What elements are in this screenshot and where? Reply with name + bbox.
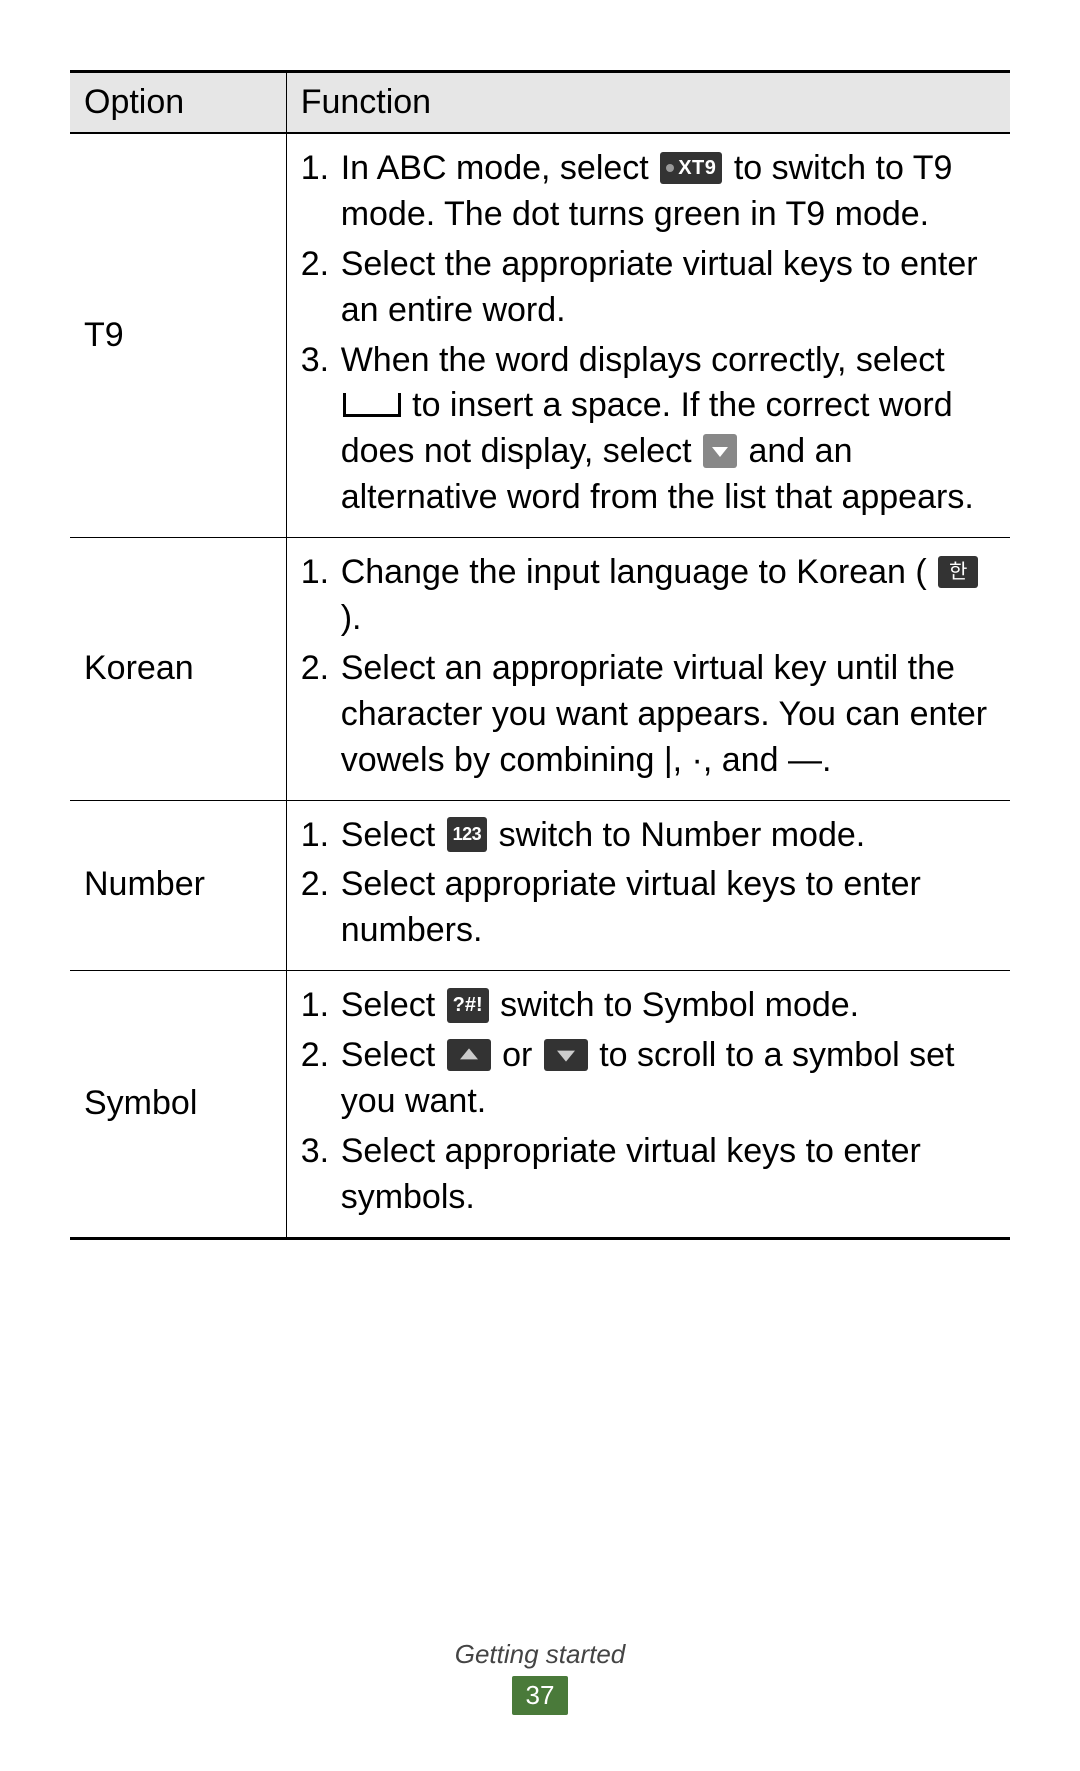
table-header-row: Option Function [70, 72, 1010, 134]
col-option: Option [70, 72, 286, 134]
t9-function: 1. In ABC mode, select XT9 to switch to … [286, 133, 1010, 538]
col-function: Function [286, 72, 1010, 134]
t9-step2: 2. Select the appropriate virtual keys t… [301, 242, 996, 334]
page-content: Option Function T9 1. In ABC mode, selec… [0, 0, 1080, 1240]
t9-step1: 1. In ABC mode, select XT9 to switch to … [301, 146, 996, 238]
space-icon [343, 393, 401, 417]
symbol-step1: 1. Select ?#! switch to Symbol mode. [301, 983, 996, 1029]
symbol-function: 1. Select ?#! switch to Symbol mode. 2. … [286, 971, 1010, 1238]
number-label: Number [70, 800, 286, 971]
page-footer: Getting started 37 [0, 1639, 1080, 1715]
korean-lang-icon: 한 [938, 556, 978, 588]
page-number: 37 [512, 1676, 569, 1715]
symbol-step2: 2. Select or to scroll to a symbol set y… [301, 1033, 996, 1125]
korean-function: 1. Change the input language to Korean (… [286, 538, 1010, 800]
row-symbol: Symbol 1. Select ?#! switch to Symbol mo… [70, 971, 1010, 1238]
dropdown-icon [703, 434, 737, 468]
number-step2: 2. Select appropriate virtual keys to en… [301, 862, 996, 954]
options-table: Option Function T9 1. In ABC mode, selec… [70, 70, 1010, 1240]
row-t9: T9 1. In ABC mode, select XT9 to switch … [70, 133, 1010, 538]
korean-label: Korean [70, 538, 286, 800]
number-mode-icon: 123 [447, 817, 488, 851]
symbol-step3: 3. Select appropriate virtual keys to en… [301, 1129, 996, 1221]
xt9-icon: XT9 [660, 152, 722, 184]
number-function: 1. Select 123 switch to Number mode. 2. … [286, 800, 1010, 971]
symbol-mode-icon: ?#! [447, 988, 489, 1023]
symbol-label: Symbol [70, 971, 286, 1238]
scroll-down-icon [544, 1039, 588, 1071]
t9-label: T9 [70, 133, 286, 538]
footer-section: Getting started [0, 1639, 1080, 1670]
scroll-up-icon [447, 1039, 491, 1071]
number-step1: 1. Select 123 switch to Number mode. [301, 813, 996, 859]
t9-step3: 3. When the word displays correctly, sel… [301, 338, 996, 522]
korean-step1: 1. Change the input language to Korean (… [301, 550, 996, 642]
row-korean: Korean 1. Change the input language to K… [70, 538, 1010, 800]
korean-step2: 2. Select an appropriate virtual key unt… [301, 646, 996, 784]
row-number: Number 1. Select 123 switch to Number mo… [70, 800, 1010, 971]
